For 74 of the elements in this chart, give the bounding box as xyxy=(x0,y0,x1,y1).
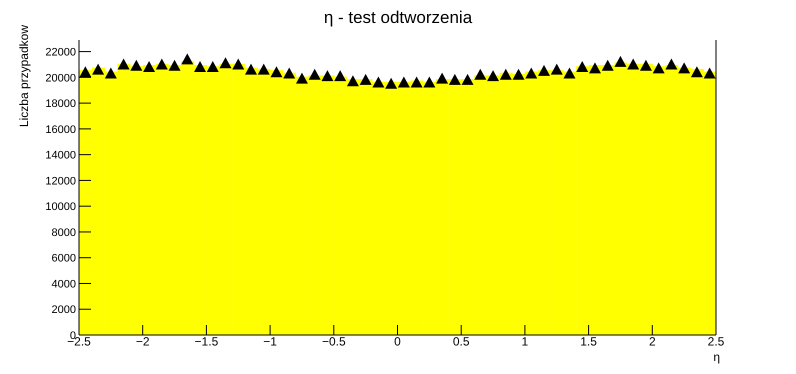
x-axis-title: η xyxy=(713,350,720,364)
point xyxy=(627,58,640,70)
y-tick-label: 22000 xyxy=(45,46,76,58)
point xyxy=(283,67,296,78)
point xyxy=(232,58,244,70)
y-tick-label: 18000 xyxy=(45,98,76,110)
point xyxy=(576,61,588,72)
point xyxy=(550,64,563,75)
point xyxy=(372,76,384,88)
y-tick-label: 12000 xyxy=(45,175,76,188)
y-tick-label: 8000 xyxy=(52,226,76,239)
point xyxy=(258,64,270,75)
point xyxy=(640,60,652,71)
point xyxy=(665,58,678,70)
x-tick-label: −1.5 xyxy=(194,334,219,349)
y-tick-label: 6000 xyxy=(52,252,76,265)
point xyxy=(194,61,206,72)
y-tick-label: 2000 xyxy=(52,304,76,316)
point xyxy=(410,76,423,88)
point xyxy=(652,62,665,74)
point xyxy=(168,60,181,71)
point xyxy=(448,74,461,85)
point xyxy=(334,70,346,82)
x-tick-label: 0.5 xyxy=(452,334,470,349)
point xyxy=(308,68,321,80)
point xyxy=(181,53,194,64)
point xyxy=(614,56,626,67)
point xyxy=(563,67,576,78)
point xyxy=(704,67,716,78)
point xyxy=(270,66,282,78)
point xyxy=(206,61,219,72)
y-axis-title: Liczba przypadkow xyxy=(17,25,31,130)
point xyxy=(462,74,474,85)
point xyxy=(360,74,372,85)
point xyxy=(79,66,92,78)
point xyxy=(118,58,130,70)
point xyxy=(538,64,550,76)
point xyxy=(296,72,308,84)
point xyxy=(346,75,359,86)
y-tick-label: 16000 xyxy=(45,124,76,136)
point xyxy=(500,68,512,80)
point xyxy=(487,70,500,82)
y-tick-label: 4000 xyxy=(52,278,76,290)
point xyxy=(92,64,104,75)
chart-title: η - test odtworzenia xyxy=(324,8,472,27)
x-tick-label: 1.5 xyxy=(580,334,598,349)
point xyxy=(678,62,690,74)
x-tick-label: 1 xyxy=(522,334,529,349)
point xyxy=(220,57,232,68)
point xyxy=(398,76,410,88)
x-tick-label: 0 xyxy=(394,334,402,349)
point xyxy=(690,66,703,78)
point xyxy=(130,60,142,71)
point xyxy=(436,72,448,84)
x-tick-label: −2 xyxy=(136,334,150,349)
point xyxy=(525,67,538,78)
point xyxy=(321,70,334,82)
y-tick-label: 20000 xyxy=(45,72,76,84)
x-tick-label: −1 xyxy=(263,334,278,349)
point xyxy=(156,58,168,70)
x-tick-label: 2 xyxy=(648,334,656,349)
y-tick-label: 10000 xyxy=(45,201,76,214)
y-tick-label: 14000 xyxy=(45,150,76,162)
point xyxy=(588,62,601,74)
point xyxy=(143,61,156,72)
point xyxy=(602,60,614,71)
point xyxy=(423,76,436,88)
x-tick-label: −0.5 xyxy=(322,334,346,349)
point xyxy=(104,67,117,78)
point xyxy=(385,78,398,89)
point xyxy=(474,68,486,80)
point xyxy=(512,68,525,80)
x-tick-label: 2.5 xyxy=(708,334,725,349)
point xyxy=(244,64,257,75)
